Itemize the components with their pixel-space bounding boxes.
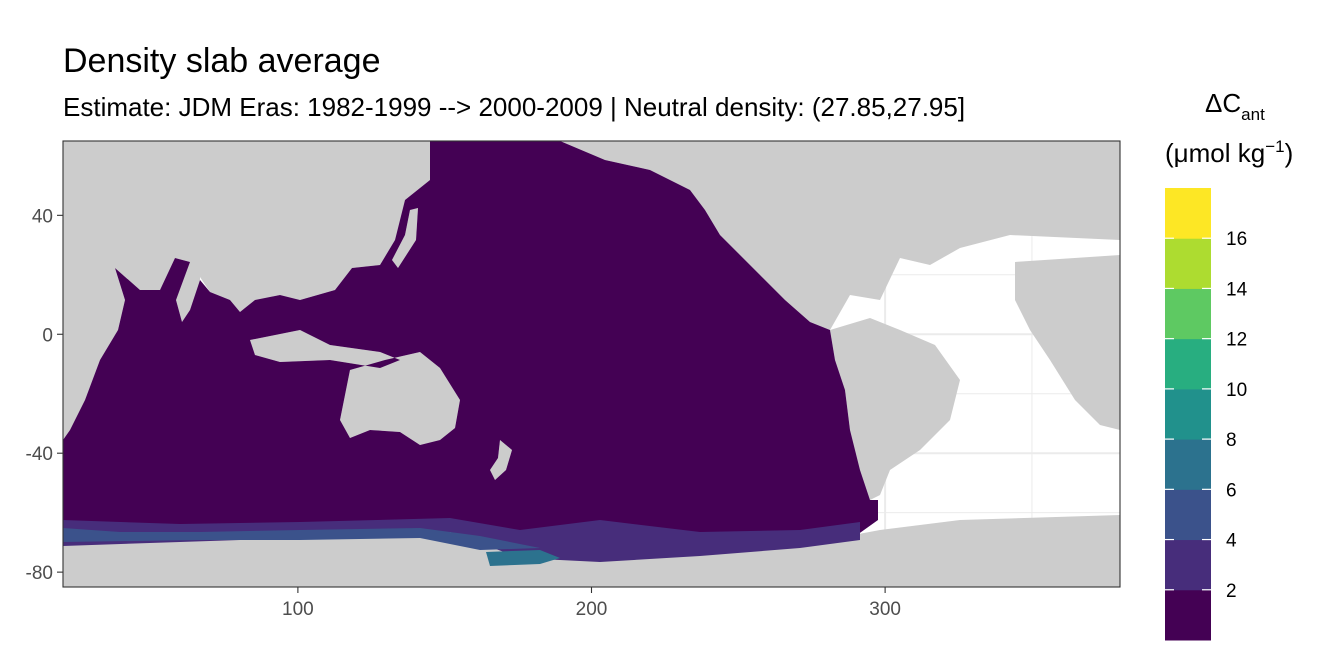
ocean-cell-bin-2-4 — [63, 518, 860, 562]
legend-swatch — [1165, 439, 1211, 490]
legend-swatch — [1165, 388, 1211, 440]
legend-break-label: 8 — [1226, 430, 1237, 451]
legend-title-main: ΔCant — [1205, 88, 1265, 124]
land-new-zealand — [490, 440, 512, 480]
land-australia — [340, 352, 460, 445]
legend-break-label: 10 — [1226, 380, 1247, 401]
legend-break-label: 14 — [1226, 279, 1248, 300]
ocean-cell-bin-6-8 — [486, 550, 560, 566]
legend-colorbar — [1165, 188, 1211, 641]
legend-swatch — [1165, 188, 1211, 239]
chart-title: Density slab average — [63, 42, 381, 80]
legend-title-unit: (μmol kg−1) — [1165, 137, 1293, 168]
legend-swatch — [1165, 338, 1211, 390]
density-slab-fill — [63, 141, 878, 566]
land-japan — [392, 208, 418, 268]
legend-swatch — [1165, 539, 1211, 591]
land-africa-east — [1015, 255, 1120, 430]
land-indonesia — [250, 330, 400, 368]
x-tick-label: 200 — [576, 599, 608, 620]
y-tick-label: 40 — [32, 206, 53, 227]
land-masses — [63, 141, 1120, 587]
ocean-cell-bin-0-2 — [63, 141, 878, 560]
land-antarctica — [63, 515, 1120, 587]
legend-swatch — [1165, 288, 1211, 340]
legend-break-label: 16 — [1226, 229, 1247, 250]
legend-break-label: 4 — [1226, 531, 1237, 552]
land-south-america — [830, 318, 960, 500]
land-eurasia-africa — [63, 141, 430, 312]
legend: ΔCant (μmol kg−1) 2 4 6 8 10 12 14 16 — [1165, 88, 1293, 641]
legend-swatch — [1165, 589, 1211, 641]
y-tick-label: 0 — [42, 325, 53, 346]
land-africa — [63, 262, 125, 440]
chart-subtitle: Estimate: JDM Eras: 1982-1999 --> 2000-2… — [63, 92, 966, 122]
y-tick-label: -80 — [26, 563, 53, 584]
land-north-america — [560, 141, 1120, 330]
land-europe — [1040, 141, 1120, 230]
y-tick-label: -40 — [26, 444, 53, 465]
x-tick-label: 100 — [282, 599, 314, 620]
legend-labels: 2 4 6 8 10 12 14 16 — [1226, 229, 1248, 602]
legend-break-label: 6 — [1226, 480, 1237, 501]
legend-swatch — [1165, 489, 1211, 541]
legend-break-label: 12 — [1226, 330, 1247, 351]
ocean-cell-bin-4-6 — [63, 528, 540, 550]
legend-break-label: 2 — [1226, 581, 1237, 602]
legend-swatch — [1165, 238, 1211, 289]
x-tick-label: 300 — [869, 599, 901, 620]
map-layer — [63, 141, 1120, 587]
